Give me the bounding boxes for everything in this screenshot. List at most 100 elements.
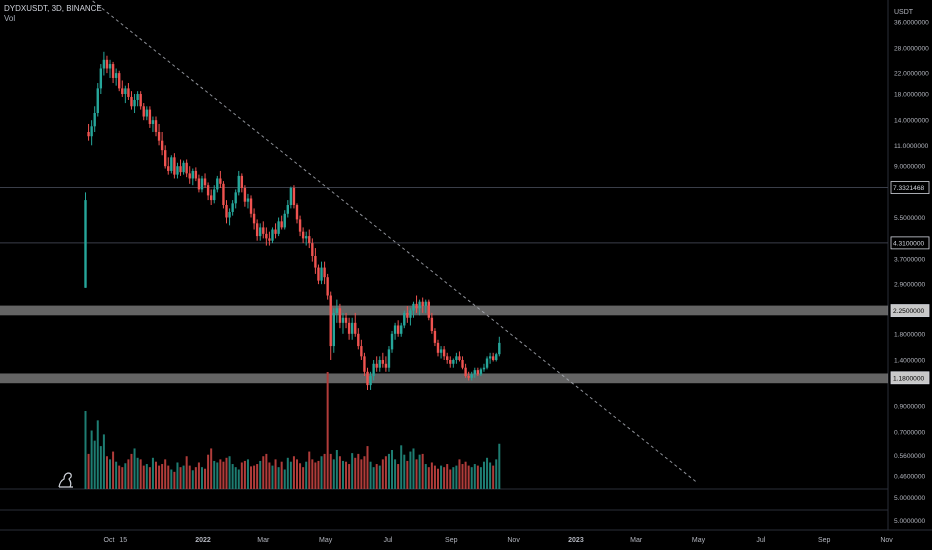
volume-bar (421, 453, 424, 489)
candle-body (139, 94, 142, 107)
candle-body (280, 221, 283, 228)
candle-body (265, 233, 268, 239)
volume-bar (151, 457, 154, 489)
candle-body (344, 317, 348, 323)
volume-bar (182, 465, 185, 489)
volume-bar (179, 467, 182, 489)
volume-bar (194, 467, 197, 489)
volume-bar (271, 465, 274, 489)
volume-bar (87, 453, 90, 489)
candle-body (277, 221, 280, 234)
time-axis[interactable]: Oct 15 2022 Mar May Jul Sep Nov 2023 Mar May Jul Sep… (104, 537, 894, 544)
candle-body (479, 369, 483, 375)
candle-body (222, 183, 225, 206)
candle-body (118, 73, 121, 89)
time-tick-label: May (692, 537, 706, 544)
candle-body (255, 223, 259, 237)
price-tick-label: 1.4000000 (894, 357, 926, 364)
volume-bar (256, 464, 259, 489)
candle-body (406, 312, 409, 318)
candle-body (124, 88, 127, 95)
volume-bar (470, 467, 473, 489)
price-label-box[interactable] (890, 181, 930, 194)
volume-bar (381, 459, 384, 489)
volume-bar (495, 459, 498, 489)
volume-bar (360, 459, 363, 489)
volume-bar (378, 465, 381, 489)
volume-bars (84, 372, 501, 489)
candle-body (467, 376, 470, 378)
volume-bar (369, 461, 372, 489)
volume-bar (105, 456, 108, 489)
candle-body (243, 188, 247, 202)
volume-bar (467, 465, 470, 489)
price-tick-label: 18.0000000 (894, 92, 929, 99)
candle-body (289, 188, 293, 206)
time-tick-label: Sep (445, 537, 458, 544)
symbol-title[interactable]: DYDXUSDT, 3D, BINANCE (4, 4, 102, 13)
price-tick-label: 0.7000000 (894, 430, 926, 437)
candle-body (160, 140, 164, 151)
price-axis[interactable]: USDT 36.0000000 28.0000000 22.0000000 18.000… (890, 9, 930, 525)
candle-body (93, 113, 96, 127)
candle-body (347, 322, 351, 334)
price-label-box[interactable] (890, 371, 930, 385)
candle-body (283, 213, 286, 228)
volume-bar (210, 448, 213, 489)
price-label-box[interactable] (890, 304, 930, 317)
candle-body (262, 227, 265, 234)
price-tick-label: 0.5600000 (894, 453, 926, 460)
candle-body (350, 322, 354, 334)
candle-body (366, 371, 369, 386)
volume-bar (243, 460, 246, 489)
volume-bar (240, 462, 243, 489)
volume-bar (440, 465, 443, 489)
volume-bar (345, 461, 348, 489)
chart-header: DYDXUSDT, 3D, BINANCE Vol (4, 4, 102, 24)
candle-body (498, 342, 501, 355)
volume-bar (341, 460, 344, 489)
time-tick-label: 2022 (195, 537, 211, 544)
volume-bar (329, 453, 332, 489)
time-tick-label: Nov (880, 537, 893, 544)
candle-body (418, 301, 421, 309)
candle-body (301, 231, 305, 239)
trendline-line[interactable] (92, 0, 698, 484)
price-tick-label: 28.0000000 (894, 46, 929, 53)
volume-bar (387, 453, 390, 489)
volume-bar (372, 467, 375, 489)
candle-body (491, 356, 495, 360)
volume-bar (458, 459, 461, 489)
volume-bar (486, 457, 489, 489)
candle-body (151, 120, 155, 124)
candle-body (182, 162, 185, 173)
trendline[interactable] (92, 0, 698, 484)
price-label[interactable]: 1.1800000 (893, 375, 925, 382)
volume-bar (443, 467, 446, 489)
volume-indicator-label[interactable]: Vol (4, 14, 16, 23)
candle-body (90, 126, 93, 137)
candle-body (400, 325, 403, 334)
volume-tick-label: 5.0000000 (894, 495, 926, 502)
price-tick-label: 36.0000000 (894, 19, 929, 26)
price-label[interactable]: 4.3100000 (893, 240, 925, 247)
candle-body (234, 192, 237, 204)
volume-bar (109, 459, 112, 489)
volume-bar (314, 462, 317, 489)
horizontal-lines (0, 187, 888, 244)
price-label[interactable]: 7.3321468 (893, 185, 925, 192)
candle-body (445, 356, 449, 360)
volume-bar (418, 454, 421, 489)
price-label-box[interactable] (890, 236, 930, 250)
price-label[interactable]: 2.2500000 (893, 308, 925, 315)
volume-bar (158, 465, 161, 489)
candle-body (225, 205, 228, 218)
volume-bar (455, 465, 458, 489)
volume-bar (320, 456, 323, 489)
volume-bar (219, 459, 222, 489)
candle-body (323, 267, 326, 278)
volume-bar (93, 440, 96, 489)
volume-bar (250, 466, 253, 489)
